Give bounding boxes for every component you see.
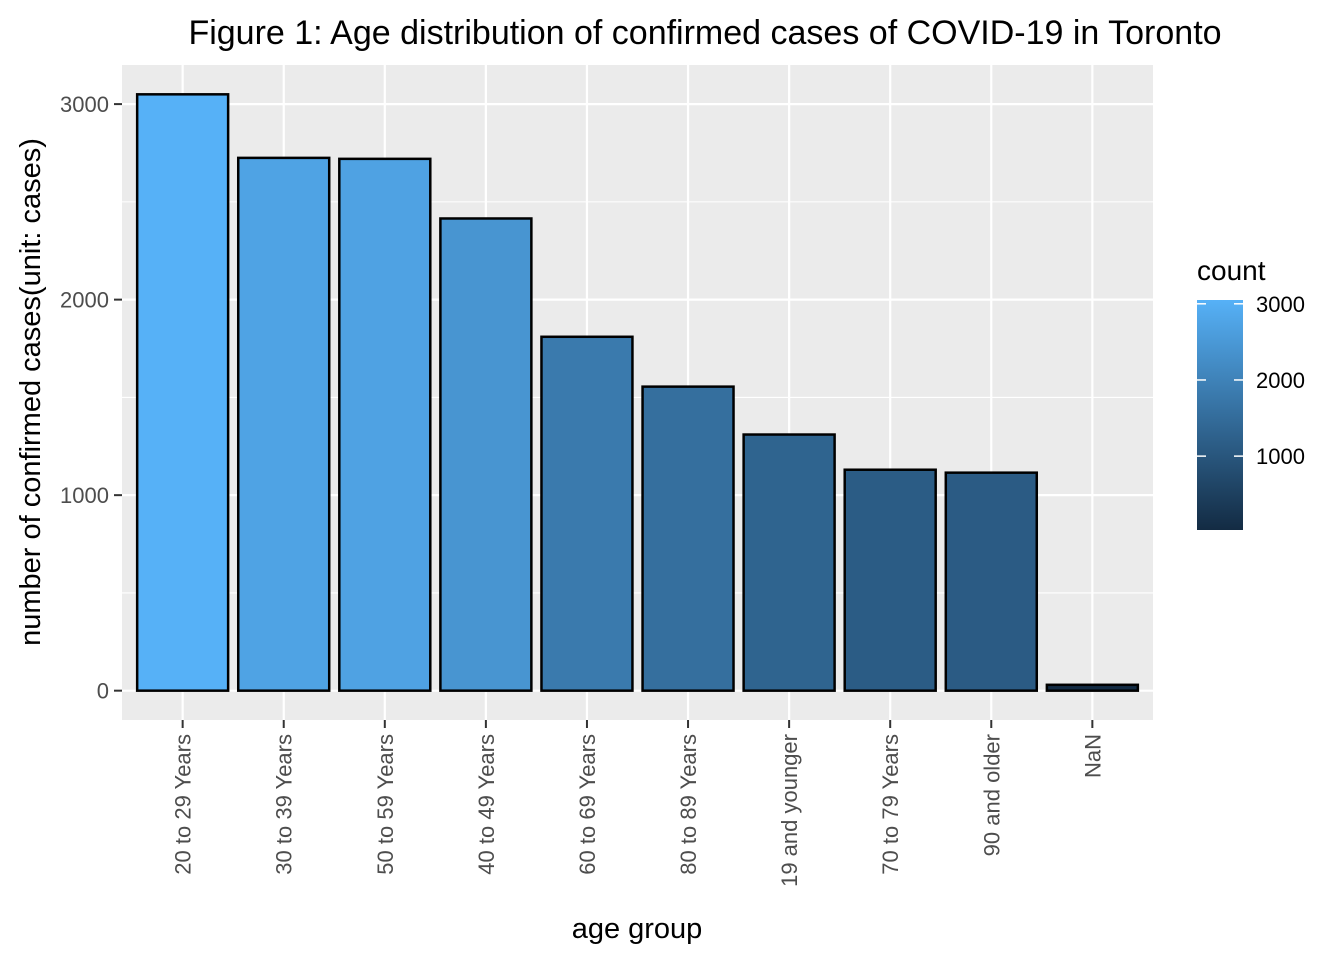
legend: count 1000 2000 3000 bbox=[1197, 255, 1305, 530]
y-tick-label: 3000 bbox=[60, 92, 109, 117]
x-tick-label: 40 to 49 Years bbox=[474, 734, 499, 875]
x-axis: 20 to 29 Years 30 to 39 Years 50 to 59 Yea… bbox=[171, 720, 1105, 887]
x-tick-label: 60 to 69 Years bbox=[575, 734, 600, 875]
y-tick-label: 1000 bbox=[60, 483, 109, 508]
bar-60-to-69-years bbox=[540, 335, 634, 692]
x-tick-label: 30 to 39 Years bbox=[272, 734, 297, 875]
bar-40-to-49-years bbox=[439, 217, 533, 692]
bar-90-and-older bbox=[944, 471, 1039, 692]
bar-nan bbox=[1045, 683, 1140, 692]
y-tick-label: 2000 bbox=[60, 288, 109, 313]
legend-title: count bbox=[1197, 255, 1266, 286]
x-tick-label: 50 to 59 Years bbox=[373, 734, 398, 875]
x-tick-label: NaN bbox=[1080, 734, 1105, 778]
x-tick-label: 90 and older bbox=[979, 734, 1004, 856]
bar-19-and-younger bbox=[742, 433, 836, 692]
y-tick-label: 0 bbox=[97, 679, 109, 704]
bar-30-to-39-years bbox=[236, 156, 331, 692]
legend-label: 2000 bbox=[1256, 368, 1305, 393]
x-tick-label: 80 to 89 Years bbox=[676, 734, 701, 875]
bar-50-to-59-years bbox=[338, 157, 432, 692]
legend-colorbar bbox=[1197, 300, 1243, 530]
legend-label: 1000 bbox=[1256, 444, 1305, 469]
bar-70-to-79-years bbox=[843, 468, 937, 692]
y-axis: 0 1000 2000 3000 bbox=[60, 92, 122, 704]
bar-20-to-29-years bbox=[135, 93, 230, 692]
legend-label: 3000 bbox=[1256, 292, 1305, 317]
x-tick-label: 19 and younger bbox=[777, 734, 802, 887]
chart-title: Figure 1: Age distribution of confirmed … bbox=[188, 14, 1221, 52]
bar-80-to-89-years bbox=[641, 385, 735, 692]
x-axis-title: age group bbox=[572, 913, 703, 945]
x-tick-label: 20 to 29 Years bbox=[171, 734, 196, 875]
bars bbox=[135, 93, 1140, 692]
x-tick-label: 70 to 79 Years bbox=[878, 734, 903, 875]
y-axis-title: number of confirmed cases(unit: cases) bbox=[15, 138, 47, 646]
